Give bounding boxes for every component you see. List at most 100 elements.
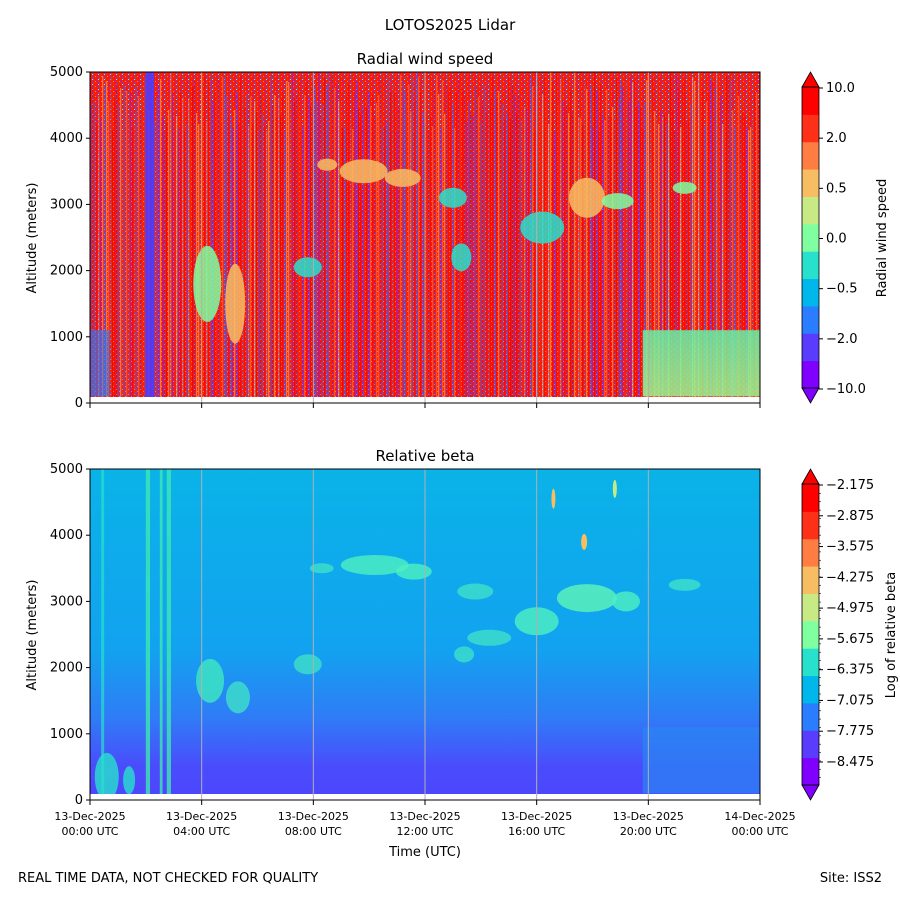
wind-stripe	[362, 107, 364, 403]
wind-stripe	[288, 82, 290, 403]
wind-stripe	[610, 116, 612, 403]
wind-stripe	[598, 131, 600, 403]
relative-beta-title: Relative beta	[375, 447, 474, 465]
wind-stripe	[414, 101, 416, 403]
wind-stripe	[654, 111, 656, 403]
wind-stripe	[532, 86, 534, 403]
wind-stripe	[698, 72, 700, 403]
y-tick-label: 5000	[50, 462, 83, 477]
wind-stripe	[180, 93, 182, 403]
colorbar-tick-label: −7.075	[826, 693, 874, 708]
wind-stripe	[98, 96, 100, 403]
wind-stripe	[434, 90, 436, 403]
y-tick-label: 0	[75, 396, 83, 411]
colorbar-tick-label: −2.0	[826, 332, 858, 347]
wind-stripe	[720, 96, 722, 403]
wind-stripe	[498, 91, 500, 403]
blue-band	[145, 72, 155, 403]
wind-stripe	[586, 89, 588, 403]
y-tick-label: 5000	[50, 65, 83, 80]
colorbar-extend-min	[801, 784, 820, 801]
wind-stripe	[272, 105, 274, 403]
wind-stripe	[644, 102, 646, 403]
wind-stripe	[526, 109, 528, 403]
beta-feature	[123, 766, 136, 795]
wind-stripe	[392, 86, 394, 403]
wind-stripe	[294, 102, 296, 403]
wind-stripe	[96, 124, 98, 403]
wind-stripe	[672, 110, 674, 403]
colorbar-tick-label: 2.0	[826, 131, 847, 146]
wind-stripe	[408, 84, 410, 403]
wind-stripe	[330, 115, 332, 403]
wind-stripe	[728, 76, 730, 403]
beta-feature	[668, 578, 701, 591]
wind-stripe	[120, 88, 122, 403]
wind-stripe	[670, 72, 672, 403]
wind-stripe	[108, 101, 110, 403]
wind-stripe	[344, 128, 346, 403]
wind-stripe	[480, 123, 482, 403]
x-tick-date: 13-Dec-2025	[278, 810, 349, 823]
beta-feature	[457, 583, 494, 600]
wind-stripe	[506, 114, 508, 403]
wind-stripe	[172, 93, 174, 403]
x-tick-time: 00:00 UTC	[731, 825, 788, 838]
wind-stripe	[726, 76, 728, 403]
wind-stripe	[238, 124, 240, 403]
beta-feature	[309, 563, 334, 574]
wind-stripe	[596, 90, 598, 403]
wind-stripe	[616, 78, 618, 403]
bright-streak	[145, 469, 151, 800]
radial-wind-grid	[201, 72, 649, 403]
colorbar-tick-label: −5.675	[826, 632, 874, 647]
wind-stripe	[566, 105, 568, 403]
wind-stripe	[258, 130, 260, 403]
wind-stripe	[296, 95, 298, 403]
bright-streak	[166, 469, 171, 800]
wind-stripe	[176, 116, 178, 403]
wind-stripe	[676, 75, 678, 403]
wind-stripe	[410, 111, 412, 403]
y-tick-label: 4000	[50, 131, 83, 146]
y-tick-label: 0	[75, 793, 83, 808]
relative-beta-x-ticks: 13-Dec-2025 00:00 UTC 13-Dec-2025 04:00 UTC…	[54, 800, 796, 838]
beta-feature	[225, 681, 250, 714]
wind-stripe	[174, 95, 176, 403]
wind-stripe	[430, 117, 432, 403]
wind-feature	[451, 243, 472, 272]
wind-stripe	[440, 128, 442, 403]
y-tick-label: 4000	[50, 528, 83, 543]
wind-stripe	[378, 95, 380, 403]
wind-stripe	[218, 80, 220, 403]
wind-stripe	[202, 74, 204, 403]
colorbar-tick-label: −4.275	[826, 570, 874, 585]
wind-stripe	[604, 120, 606, 403]
wind-stripe	[750, 127, 752, 403]
wind-stripe	[282, 94, 284, 403]
wind-stripe	[706, 102, 708, 403]
wind-stripe	[136, 86, 138, 403]
wind-stripe	[520, 119, 522, 403]
wind-stripe	[322, 105, 324, 403]
beta-feature	[293, 654, 322, 675]
wind-stripe	[304, 95, 306, 403]
wind-stripe	[94, 102, 96, 403]
wind-stripe	[758, 106, 760, 403]
wind-stripe	[116, 83, 118, 403]
wind-stripe	[718, 128, 720, 403]
wind-stripe	[284, 131, 286, 403]
wind-stripe	[126, 91, 128, 403]
colorbar-band	[802, 141, 819, 170]
colorbar-frame	[801, 86, 820, 389]
wind-stripe	[102, 76, 104, 403]
wind-stripe	[334, 88, 336, 403]
wind-stripe	[262, 114, 264, 403]
wind-stripe	[694, 81, 696, 403]
wind-stripe	[538, 128, 540, 403]
wind-stripe	[404, 90, 406, 403]
wind-stripe	[496, 99, 498, 403]
wind-stripe	[420, 90, 422, 403]
wind-stripe	[652, 79, 654, 403]
